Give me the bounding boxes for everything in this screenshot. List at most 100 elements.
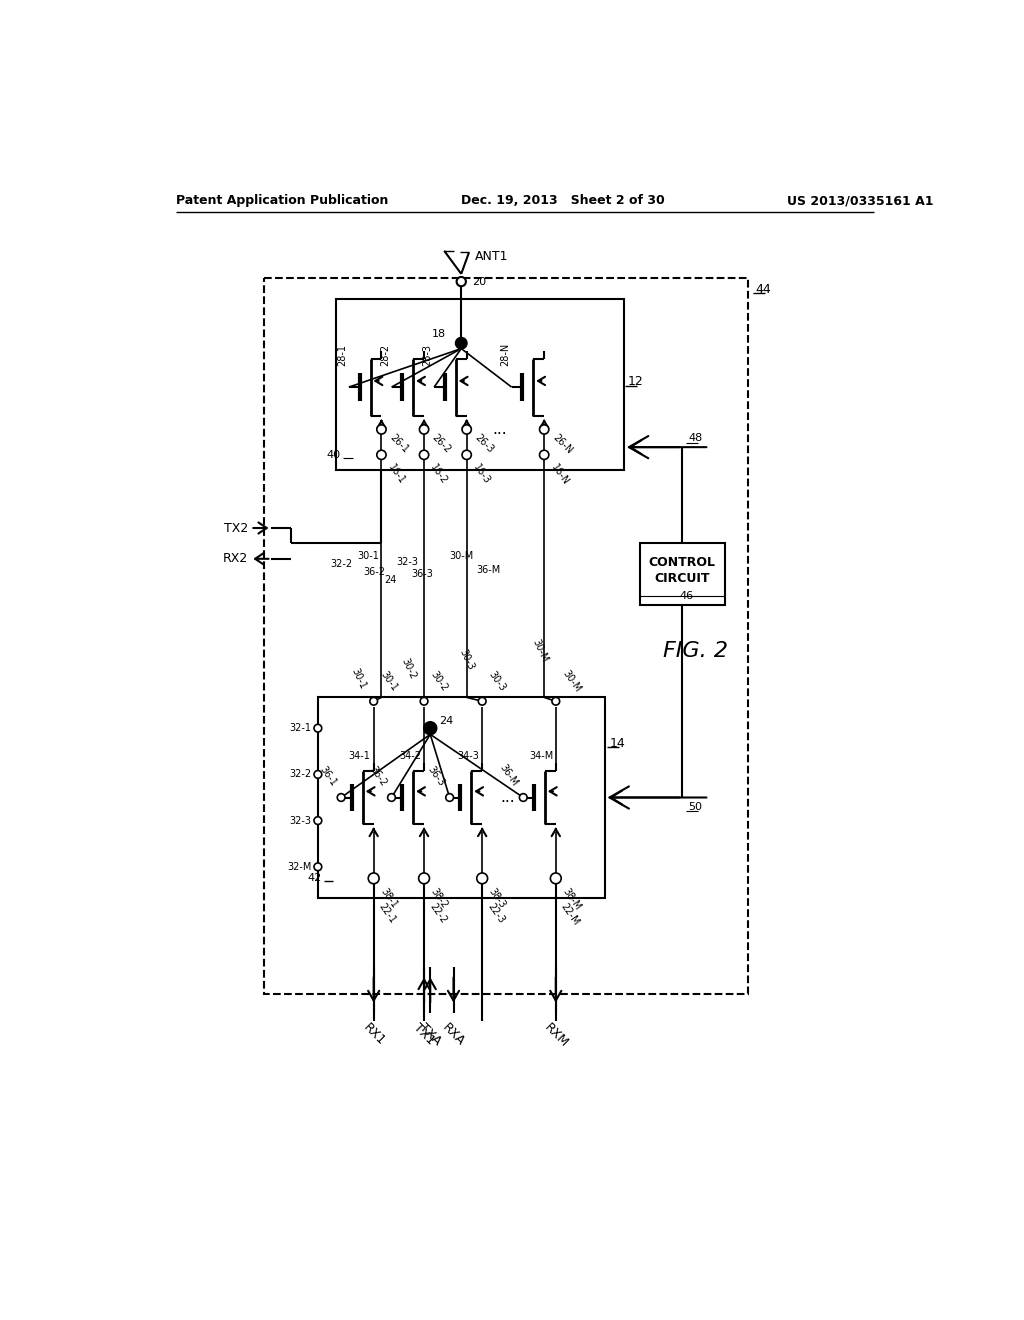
- Text: 38-3: 38-3: [486, 886, 508, 909]
- Circle shape: [420, 697, 428, 705]
- Text: CONTROL: CONTROL: [648, 556, 716, 569]
- Text: 38-M: 38-M: [560, 886, 583, 912]
- Circle shape: [420, 425, 429, 434]
- Text: 36-2: 36-2: [364, 566, 385, 577]
- Text: 24: 24: [384, 574, 396, 585]
- Circle shape: [388, 793, 395, 801]
- Text: 20: 20: [472, 277, 486, 286]
- Text: RXA: RXA: [439, 1020, 467, 1048]
- Bar: [263, 277, 748, 994]
- Text: 28-1: 28-1: [337, 343, 347, 366]
- Circle shape: [424, 722, 436, 734]
- Text: 22-2: 22-2: [427, 902, 449, 925]
- Text: 30-1: 30-1: [349, 667, 368, 690]
- Text: 16-N: 16-N: [549, 462, 570, 487]
- Text: Dec. 19, 2013   Sheet 2 of 30: Dec. 19, 2013 Sheet 2 of 30: [461, 194, 665, 207]
- Text: 16-2: 16-2: [429, 462, 450, 486]
- Text: 28-2: 28-2: [380, 343, 390, 366]
- Circle shape: [477, 873, 487, 884]
- Text: 22-M: 22-M: [559, 902, 582, 927]
- Text: FIG. 2: FIG. 2: [663, 642, 728, 661]
- Text: 16-3: 16-3: [471, 462, 493, 486]
- Text: ...: ...: [501, 789, 515, 805]
- Circle shape: [369, 873, 379, 884]
- Text: 30-3: 30-3: [458, 648, 476, 672]
- Text: Patent Application Publication: Patent Application Publication: [176, 194, 388, 207]
- Circle shape: [478, 697, 486, 705]
- Text: 30-M: 30-M: [450, 552, 473, 561]
- Circle shape: [370, 697, 378, 705]
- Text: 16-1: 16-1: [386, 462, 407, 486]
- Circle shape: [419, 873, 429, 884]
- Circle shape: [377, 425, 386, 434]
- Text: 30-M: 30-M: [560, 668, 583, 693]
- Circle shape: [314, 725, 322, 733]
- Text: 34-M: 34-M: [529, 751, 554, 760]
- Text: TX1: TX1: [411, 1020, 437, 1047]
- Text: 30-2: 30-2: [429, 669, 450, 693]
- Text: 14: 14: [610, 737, 626, 750]
- Text: 32-2: 32-2: [330, 560, 352, 569]
- Text: RX1: RX1: [360, 1020, 387, 1048]
- Text: 44: 44: [756, 284, 771, 296]
- Text: 34-2: 34-2: [399, 751, 421, 760]
- Circle shape: [377, 450, 386, 459]
- Circle shape: [420, 450, 429, 459]
- Text: 18: 18: [432, 329, 445, 339]
- Text: RXM: RXM: [542, 1020, 570, 1049]
- Text: 32-3: 32-3: [290, 816, 311, 825]
- Text: 32-1: 32-1: [290, 723, 311, 733]
- Text: 30-2: 30-2: [399, 657, 418, 681]
- Text: 32-M: 32-M: [288, 862, 311, 871]
- Text: 38-2: 38-2: [429, 886, 450, 909]
- Text: 36-2: 36-2: [368, 764, 388, 788]
- Text: 46: 46: [679, 591, 693, 601]
- Text: RX2: RX2: [223, 552, 248, 565]
- Circle shape: [314, 863, 322, 871]
- Text: 30-1: 30-1: [357, 552, 379, 561]
- Text: 36-1: 36-1: [317, 764, 338, 788]
- Text: 42: 42: [307, 874, 322, 883]
- Text: 40: 40: [327, 450, 340, 459]
- Text: 26-3: 26-3: [473, 433, 496, 455]
- Text: 24: 24: [439, 715, 454, 726]
- Circle shape: [314, 771, 322, 779]
- Text: 30-1: 30-1: [378, 669, 399, 693]
- Circle shape: [540, 450, 549, 459]
- Text: TX2: TX2: [224, 521, 248, 535]
- Circle shape: [337, 793, 345, 801]
- Text: 26-1: 26-1: [388, 433, 411, 455]
- Circle shape: [519, 793, 527, 801]
- Text: 30-M: 30-M: [530, 638, 550, 664]
- Text: 22-3: 22-3: [485, 902, 506, 925]
- Text: 28-N: 28-N: [500, 343, 510, 367]
- Text: 30-3: 30-3: [486, 669, 508, 693]
- Circle shape: [462, 425, 471, 434]
- Text: 28-3: 28-3: [423, 343, 432, 366]
- Text: 26-2: 26-2: [430, 433, 453, 455]
- Text: 34-3: 34-3: [458, 751, 479, 760]
- Text: 48: 48: [688, 433, 702, 444]
- Circle shape: [550, 873, 561, 884]
- Text: 12: 12: [628, 375, 644, 388]
- Text: 36-3: 36-3: [412, 569, 433, 579]
- Bar: [336, 300, 624, 470]
- Circle shape: [456, 338, 467, 348]
- Bar: [317, 697, 604, 898]
- Circle shape: [445, 793, 454, 801]
- Text: TXA: TXA: [417, 1020, 443, 1048]
- Circle shape: [540, 425, 549, 434]
- Text: 36-3: 36-3: [426, 764, 446, 788]
- Text: US 2013/0335161 A1: US 2013/0335161 A1: [786, 194, 933, 207]
- Text: 38-1: 38-1: [378, 886, 399, 909]
- Bar: [640, 544, 725, 605]
- Text: 22-1: 22-1: [377, 902, 397, 925]
- Circle shape: [457, 277, 466, 286]
- Circle shape: [552, 697, 560, 705]
- Text: 36-M: 36-M: [498, 763, 520, 788]
- Text: 26-N: 26-N: [550, 433, 573, 455]
- Circle shape: [314, 817, 322, 825]
- Text: 50: 50: [688, 801, 702, 812]
- Text: ...: ...: [493, 422, 507, 437]
- Text: CIRCUIT: CIRCUIT: [654, 572, 710, 585]
